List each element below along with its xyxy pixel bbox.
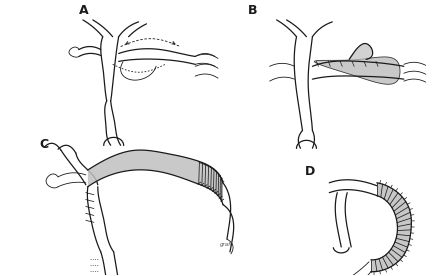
Text: A: A <box>79 4 88 17</box>
Text: C: C <box>39 138 48 151</box>
Polygon shape <box>314 57 400 84</box>
Polygon shape <box>371 183 411 272</box>
Polygon shape <box>349 44 372 62</box>
Polygon shape <box>88 150 223 205</box>
Text: D: D <box>304 165 315 178</box>
Text: graft: graft <box>220 242 233 247</box>
Text: B: B <box>248 4 257 17</box>
